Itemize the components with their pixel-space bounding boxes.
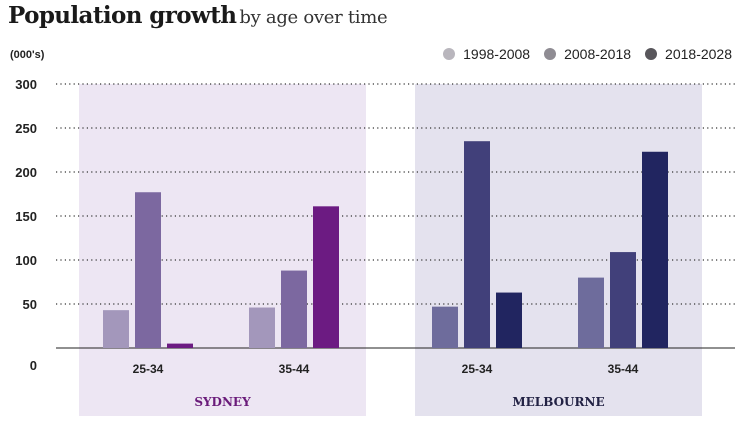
y-tick-label: 300 bbox=[15, 77, 37, 92]
legend: 1998-2008 2008-2018 2018-2028 bbox=[443, 46, 732, 62]
bar-melbourne-25-34-1998-2008 bbox=[432, 306, 458, 348]
bar-sydney-35-44-2018-2028 bbox=[313, 206, 339, 348]
category-label: 35-44 bbox=[608, 362, 639, 376]
bar-melbourne-35-44-2008-2018 bbox=[610, 252, 636, 348]
legend-label-3: 2018-2028 bbox=[665, 46, 732, 62]
y-tick-label: 50 bbox=[23, 297, 37, 312]
legend-label-2: 2008-2018 bbox=[564, 46, 632, 62]
category-label: 35-44 bbox=[279, 362, 310, 376]
category-label: 25-34 bbox=[462, 362, 493, 376]
bar-sydney-25-34-2018-2028 bbox=[167, 343, 193, 348]
chart-title: Population growth by age over time bbox=[8, 2, 388, 29]
y-tick-label: 150 bbox=[15, 209, 37, 224]
bar-melbourne-25-34-2008-2018 bbox=[464, 141, 490, 348]
bar-melbourne-25-34-2018-2028 bbox=[496, 292, 522, 348]
bar-sydney-35-44-1998-2008 bbox=[249, 307, 275, 348]
legend-swatch-1 bbox=[443, 48, 456, 60]
legend-item-3: 2018-2028 bbox=[645, 46, 732, 62]
y-tick-label: 200 bbox=[15, 165, 37, 180]
panel-label-sydney: SYDNEY bbox=[194, 395, 251, 409]
chart-title-bold: Population growth bbox=[8, 2, 237, 29]
legend-label-1: 1998-2008 bbox=[463, 46, 531, 62]
y-tick-label: 0 bbox=[30, 358, 37, 373]
bar-sydney-35-44-2008-2018 bbox=[281, 270, 307, 348]
chart-title-light: by age over time bbox=[239, 7, 388, 28]
legend-swatch-3 bbox=[645, 48, 658, 60]
legend-item-1: 1998-2008 bbox=[443, 46, 530, 62]
bar-sydney-25-34-2008-2018 bbox=[135, 192, 161, 348]
bar-sydney-25-34-1998-2008 bbox=[103, 310, 129, 348]
y-unit-label: (000's) bbox=[10, 49, 45, 61]
y-tick-label: 100 bbox=[15, 253, 37, 268]
category-label: 25-34 bbox=[133, 362, 164, 376]
bar-melbourne-35-44-1998-2008 bbox=[578, 277, 604, 348]
bar-melbourne-35-44-2018-2028 bbox=[642, 151, 668, 348]
y-tick-label: 250 bbox=[15, 121, 37, 136]
legend-item-2: 2008-2018 bbox=[544, 46, 631, 62]
legend-swatch-2 bbox=[544, 48, 557, 60]
panel-label-melbourne: MELBOURNE bbox=[512, 395, 604, 409]
